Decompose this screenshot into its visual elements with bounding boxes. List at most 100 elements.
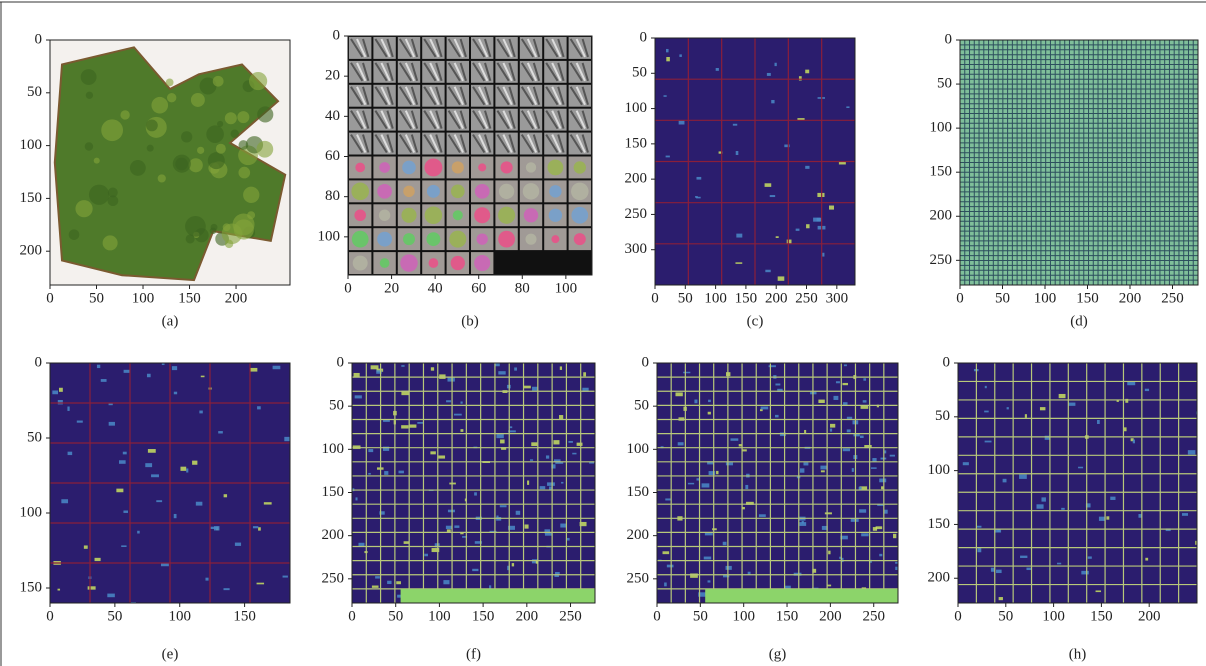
activation [690,573,698,577]
activation [530,459,533,461]
filter-blob [524,208,538,222]
y-tick-label: 100 [20,504,43,520]
panel-image [655,38,855,285]
y-tick-label: 200 [930,208,953,224]
activation [736,151,739,155]
x-tick-label: 100 [1034,290,1057,306]
filter-blob [453,210,463,220]
panel-caption: (e) [162,646,179,662]
leaf-spot [108,188,118,198]
activation [800,468,804,472]
activation [828,551,830,555]
activation [678,442,684,445]
activation [879,554,882,556]
activation [1097,420,1100,424]
activation [446,526,452,529]
activation [683,372,690,374]
leaf-spot [120,110,129,119]
filter-blob [548,160,564,176]
y-tick-label: 150 [928,516,951,532]
y-tick-label: 80 [325,188,340,204]
empty-cells [401,589,595,603]
activation [532,387,538,391]
activation [696,478,699,480]
activation [1127,382,1135,386]
y-tick-label: 50 [27,429,42,445]
y-tick-label: 0 [945,31,953,47]
y-tick-label: 100 [928,462,951,478]
activation [572,453,576,455]
activation [186,468,188,472]
y-tick-label: 200 [928,570,951,586]
activation [1041,497,1045,501]
leaf-spot [197,147,204,154]
leaf-spot [249,72,267,90]
activation [77,421,83,423]
filter-blob [377,184,392,199]
activation [454,525,459,527]
activation [1057,563,1061,565]
x-tick-label: 150 [233,608,256,624]
x-tick-label: 0 [46,608,54,624]
activation [527,481,529,485]
x-tick-label: 50 [998,608,1013,624]
y-tick-label: 50 [329,398,344,414]
activation [372,586,379,588]
leaf-spot [75,200,92,217]
activation [844,364,847,366]
y-tick-label: 200 [20,243,43,259]
x-tick-label: 250 [1161,290,1184,306]
activation [830,424,835,428]
activation [712,528,717,530]
activation [742,449,747,451]
filter-blob [571,183,589,201]
activation [860,436,864,438]
leaf-spot [206,125,224,143]
activation [863,378,866,380]
activation [771,100,774,103]
y-tick-label: 0 [35,31,43,47]
y-tick-label: 0 [640,29,648,45]
activation [664,582,667,586]
leaf-spot [85,142,93,150]
leaf-spot [237,111,249,123]
filter-blob [501,161,513,173]
activation [984,411,989,413]
activation [1019,474,1027,478]
activation [214,526,219,530]
activation [716,471,718,474]
y-tick-label: 150 [20,190,43,206]
x-tick-label: 250 [795,290,818,306]
activation [67,406,69,410]
filter-blob [427,185,440,198]
x-tick-label: 0 [956,290,964,306]
activation [264,502,272,504]
activation [1188,450,1195,454]
activation [192,461,197,465]
y-tick-label: 20 [325,68,340,84]
leaf-spot [231,130,239,138]
activation [283,576,288,578]
x-tick-label: 50 [89,290,104,306]
activation [1037,504,1044,508]
y-tick-label: 100 [627,441,650,457]
activation [559,415,563,419]
activation [123,511,128,513]
activation [498,371,505,374]
activation [124,370,130,373]
filter-blob [377,232,392,247]
activation [843,402,848,405]
filter-blob [355,163,365,173]
activation [893,534,896,538]
activation [101,379,107,382]
leaf-spot [94,158,100,164]
activation [1145,558,1148,561]
x-tick-label: 200 [1119,290,1142,306]
activation [890,455,895,457]
activation [577,443,583,446]
filter-blob [425,206,443,224]
activation [447,378,454,382]
activation [991,568,994,572]
y-tick-label: 150 [20,579,43,595]
activation [778,276,785,280]
